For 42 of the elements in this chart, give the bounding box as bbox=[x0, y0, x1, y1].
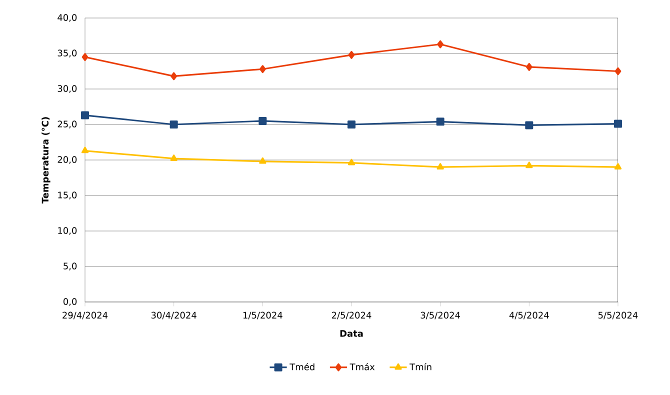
point bbox=[526, 162, 533, 168]
point bbox=[436, 118, 444, 126]
point bbox=[259, 65, 266, 74]
point bbox=[348, 158, 356, 166]
x-tick-label: 30/4/2024 bbox=[151, 312, 196, 320]
point bbox=[614, 163, 622, 170]
x-axis-title: Data bbox=[340, 330, 363, 337]
legend-label: Tméd bbox=[290, 362, 314, 370]
x-tick-label: 2/5/2024 bbox=[332, 312, 372, 320]
y-tick-label: 40,0 bbox=[58, 14, 77, 22]
x-tick-label: 29/4/2024 bbox=[62, 312, 108, 320]
point bbox=[258, 116, 267, 125]
y-tick-label: 35,0 bbox=[58, 50, 77, 58]
point bbox=[348, 50, 355, 59]
x-tick-label: 5/5/2024 bbox=[598, 312, 638, 320]
y-tick-label: 15,0 bbox=[58, 192, 77, 200]
point bbox=[614, 67, 622, 76]
y-tick-label: 5,0 bbox=[64, 262, 77, 270]
point bbox=[348, 120, 356, 128]
legend-label: Tmín bbox=[410, 362, 432, 370]
y-tick-label: 0,0 bbox=[63, 298, 77, 306]
y-tick-label: 25,0 bbox=[58, 120, 77, 128]
point bbox=[437, 40, 444, 48]
point bbox=[614, 120, 622, 128]
y-tick-label: 20,0 bbox=[58, 156, 77, 164]
point bbox=[436, 163, 444, 170]
point bbox=[170, 72, 178, 80]
legend-label: Tmáx bbox=[350, 362, 375, 370]
point bbox=[170, 120, 178, 128]
y-tick-label: 10,0 bbox=[58, 227, 77, 235]
point bbox=[525, 121, 534, 130]
point bbox=[259, 157, 266, 164]
y-tick-label: 30,0 bbox=[58, 85, 77, 93]
x-tick-label: 4/5/2024 bbox=[509, 312, 549, 320]
y-axis-title: Temperatura (°C) bbox=[42, 117, 50, 204]
x-tick-label: 3/5/2024 bbox=[420, 312, 460, 320]
point bbox=[526, 62, 532, 71]
x-tick-label: 1/5/2024 bbox=[243, 312, 282, 320]
point bbox=[81, 111, 90, 120]
point bbox=[81, 146, 89, 154]
point bbox=[82, 53, 88, 62]
point bbox=[170, 154, 178, 161]
